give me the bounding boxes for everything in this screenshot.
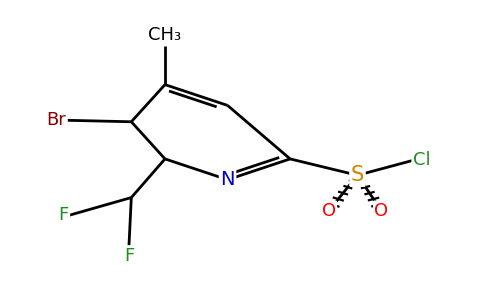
Text: Cl: Cl <box>413 152 430 169</box>
Text: S: S <box>351 165 364 185</box>
Text: O: O <box>321 202 336 220</box>
Text: CH₃: CH₃ <box>149 26 182 44</box>
Text: Br: Br <box>46 111 66 129</box>
Text: F: F <box>59 206 69 224</box>
Text: F: F <box>124 247 134 265</box>
Text: O: O <box>375 202 389 220</box>
Text: N: N <box>220 170 235 189</box>
